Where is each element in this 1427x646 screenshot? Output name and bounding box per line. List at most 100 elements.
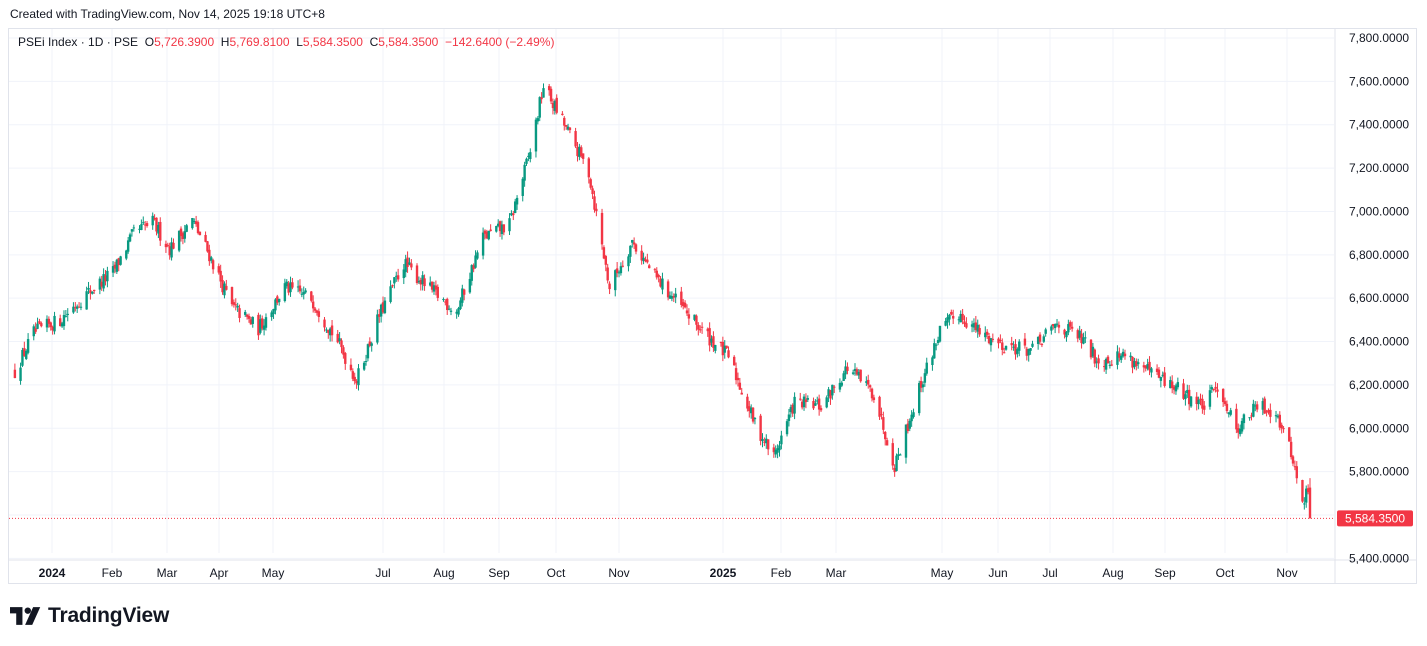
candle bbox=[725, 345, 728, 350]
candle bbox=[485, 229, 489, 240]
candle bbox=[159, 217, 162, 246]
candle-body bbox=[1027, 349, 1030, 356]
candle bbox=[72, 302, 75, 314]
candle-body bbox=[608, 283, 611, 290]
candle bbox=[193, 218, 196, 224]
candle bbox=[434, 280, 438, 296]
candle bbox=[646, 253, 649, 264]
candle-body bbox=[1131, 356, 1134, 368]
candle bbox=[378, 308, 381, 323]
candle bbox=[547, 83, 551, 96]
candle-body bbox=[1201, 398, 1204, 409]
candle bbox=[578, 143, 581, 161]
candle bbox=[604, 254, 608, 272]
candle bbox=[247, 313, 251, 323]
candle-body bbox=[576, 147, 579, 157]
tradingview-logo[interactable]: TradingView bbox=[10, 604, 169, 628]
candle-body bbox=[1097, 358, 1100, 364]
candle bbox=[644, 256, 647, 263]
candle-body bbox=[1163, 372, 1166, 386]
candle bbox=[1135, 358, 1138, 371]
candle-body bbox=[934, 344, 938, 346]
candle-body bbox=[436, 286, 439, 298]
candle bbox=[706, 327, 709, 337]
candle-body bbox=[138, 228, 141, 230]
candle-body bbox=[763, 441, 766, 443]
candle-body bbox=[1248, 417, 1251, 419]
candle-body bbox=[749, 407, 753, 414]
y-tick-label: 6,200.0000 bbox=[1349, 378, 1409, 392]
x-tick-label: May bbox=[931, 566, 954, 580]
candle-body bbox=[719, 342, 723, 344]
candle bbox=[285, 279, 288, 289]
candle bbox=[357, 364, 360, 391]
legend-open-value: 5,726.3900 bbox=[154, 35, 215, 49]
candle-body bbox=[1014, 344, 1017, 355]
candle-body bbox=[338, 338, 341, 341]
candle bbox=[1027, 348, 1030, 362]
candle-body bbox=[721, 341, 725, 356]
candle-body bbox=[746, 396, 749, 409]
candle-body bbox=[155, 217, 158, 232]
candle bbox=[695, 314, 698, 331]
candle-body bbox=[1076, 330, 1079, 339]
candle-body bbox=[685, 310, 689, 314]
candle-body bbox=[857, 371, 860, 376]
candle-body bbox=[840, 382, 843, 386]
candle bbox=[576, 142, 579, 162]
candle-body bbox=[1089, 339, 1093, 358]
candle bbox=[142, 216, 145, 226]
candle bbox=[1223, 397, 1227, 406]
candle-body bbox=[666, 281, 670, 298]
candle bbox=[236, 302, 239, 312]
candle-body bbox=[1208, 390, 1212, 407]
candle bbox=[1031, 340, 1034, 348]
last-price-label: 5,584.3500 bbox=[1345, 511, 1405, 525]
candle-body bbox=[495, 226, 498, 232]
candle bbox=[1069, 320, 1072, 330]
candle-body bbox=[751, 407, 755, 422]
candle-body bbox=[1189, 396, 1193, 407]
candle bbox=[946, 313, 949, 329]
candle-body bbox=[404, 259, 407, 273]
candle-body bbox=[933, 343, 936, 359]
y-tick-label: 7,800.0000 bbox=[1349, 31, 1409, 45]
candle bbox=[461, 284, 464, 307]
candle bbox=[287, 281, 290, 296]
candle-body bbox=[376, 314, 379, 343]
candle-body bbox=[323, 319, 326, 328]
candle bbox=[978, 324, 981, 337]
candle bbox=[687, 308, 691, 326]
x-tick-label: Nov bbox=[1276, 566, 1297, 580]
candle-body bbox=[957, 319, 961, 321]
candle-body bbox=[1308, 487, 1312, 519]
candle-body bbox=[648, 265, 651, 269]
candle-body bbox=[115, 259, 119, 272]
candle-body bbox=[244, 311, 247, 315]
candle bbox=[351, 368, 355, 382]
candle bbox=[878, 395, 881, 420]
candle bbox=[564, 125, 568, 130]
candle-body bbox=[415, 265, 419, 283]
candle-body bbox=[470, 265, 473, 281]
candle-body bbox=[159, 221, 162, 241]
candle bbox=[206, 240, 209, 253]
candle-body bbox=[172, 242, 175, 249]
chart-frame[interactable] bbox=[8, 28, 1417, 584]
candle bbox=[1144, 365, 1147, 372]
candle bbox=[364, 354, 368, 366]
candle bbox=[549, 86, 553, 105]
candlestick-chart[interactable]: 5,584.3500 7,800.0000 7,600.0000 7,400.000… bbox=[0, 0, 1427, 600]
candle bbox=[85, 286, 88, 310]
candle bbox=[1201, 394, 1204, 414]
candle-body bbox=[1018, 341, 1021, 351]
candle-body bbox=[389, 286, 392, 302]
candle bbox=[591, 185, 594, 200]
candle-body bbox=[236, 305, 239, 308]
x-tick-label: Feb bbox=[102, 566, 123, 580]
candle bbox=[89, 285, 92, 300]
candle-body bbox=[984, 332, 987, 338]
candle-body bbox=[1227, 412, 1231, 415]
candle-body bbox=[168, 246, 171, 256]
candle bbox=[1216, 383, 1219, 398]
